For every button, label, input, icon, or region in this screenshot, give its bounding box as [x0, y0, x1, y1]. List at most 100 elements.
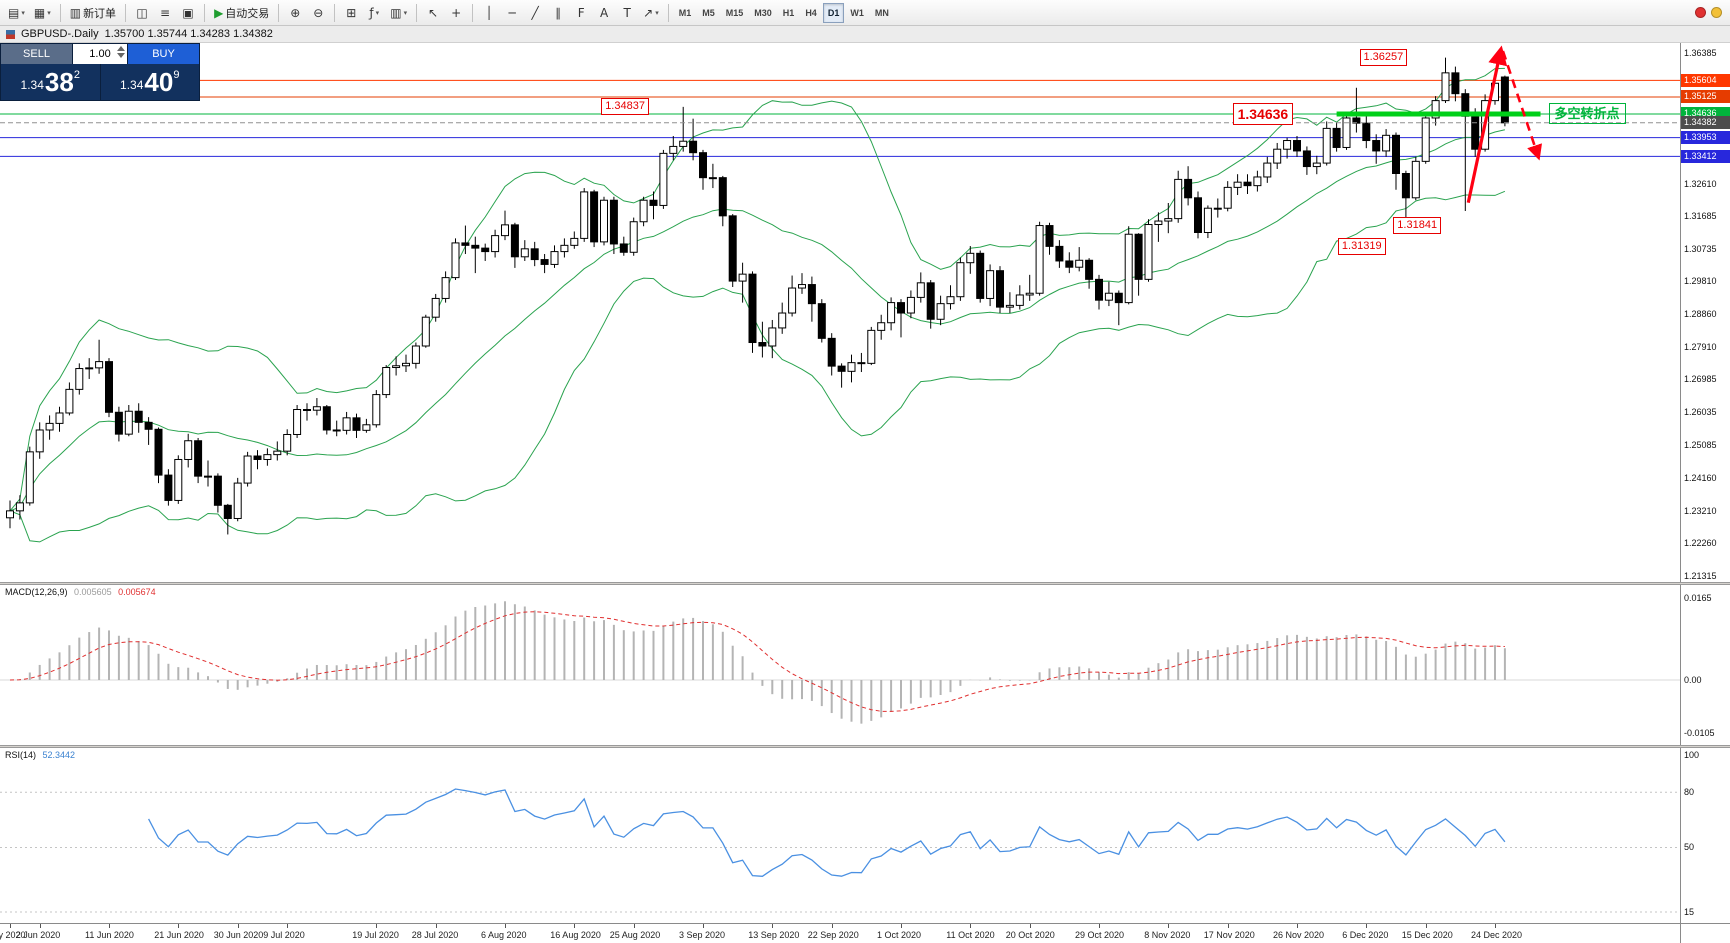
tile-windows-button[interactable]: ⊞ — [340, 2, 362, 24]
axis-corner — [1680, 924, 1730, 943]
bid-price: 1.34 38 2 — [1, 64, 101, 100]
new-order-button[interactable]: ▥ 新订单 — [66, 2, 120, 24]
notifications-icon[interactable] — [1695, 7, 1706, 18]
panel-separator[interactable] — [0, 582, 1730, 585]
date-axis-label: 15 Dec 2020 — [1401, 930, 1453, 940]
macd-scale-label: 0.00 — [1684, 675, 1702, 685]
timeframe-h1-button[interactable]: H1 — [778, 3, 800, 23]
rsi-chart-area[interactable]: RSI(14) 52.3442 — [0, 748, 1680, 923]
period-selector-button[interactable]: ▥ ▾ — [386, 2, 411, 24]
macd-signal-line — [9, 611, 1505, 712]
bollinger-middle-band — [9, 129, 1506, 512]
macd-chart-area[interactable]: MACD(12,26,9) 0.005605 0.005674 — [0, 585, 1680, 745]
price-chart-area[interactable]: SELL 1.00 BUY 1.34 38 2 — [0, 43, 1680, 582]
timeframe-m5-button[interactable]: M5 — [697, 3, 720, 23]
volume-stepper[interactable] — [117, 46, 125, 58]
chart-window-caption[interactable]: GBPUSD-.Daily 1.35700 1.35744 1.34283 1.… — [0, 26, 1730, 43]
price-scale-label: 1.30735 — [1684, 244, 1717, 255]
crosshair-button[interactable]: + — [445, 2, 467, 24]
new-chart-button[interactable]: ▤ ▾ — [4, 2, 29, 24]
price-scale[interactable]: 1.36385 1.32610 1.31685 1.30735 1.29810 1.288… — [1680, 43, 1730, 582]
horizontal-line-icon: ─ — [508, 5, 516, 20]
price-tag: 1.33953 — [1681, 131, 1730, 145]
chevron-down-icon: ▾ — [655, 8, 659, 17]
timeframe-m30-button[interactable]: M30 — [749, 3, 777, 23]
annotation-1-31841[interactable]: 1.31841 — [1393, 216, 1442, 234]
price-scale-label: 1.26985 — [1684, 374, 1717, 385]
timeframe-d1-button[interactable]: D1 — [822, 2, 845, 23]
autotrading-button[interactable]: ▶ 自动交易 — [210, 2, 273, 24]
chart-icon — [6, 29, 15, 39]
date-axis-tick — [1366, 924, 1368, 928]
chevron-down-icon: ▾ — [375, 8, 380, 17]
trendline-button[interactable]: ╱ — [524, 2, 546, 24]
zoom-out-icon: ⊖ — [313, 5, 324, 20]
projection-arrow-down[interactable] — [1501, 50, 1542, 161]
price-scale-label: 1.22260 — [1684, 538, 1717, 549]
toolbar-separator — [416, 3, 418, 22]
main-toolbar: ▤ ▾ ▦ ▾ ▥ 新订单 ◫ ≡ ▣ ▶ 自动交易 ⊕ ⊖ ⊞ ƒ ▾ ▥ ▾ ↖ + │ ─ ╱ ∥ F A T ↗ ▾ M1 M5 M1… — [0, 0, 1730, 26]
market-watch-button[interactable]: ◫ — [131, 2, 153, 24]
text-tool-icon: A — [600, 5, 609, 20]
turning-point-label[interactable]: 多空转折点 — [1548, 102, 1626, 124]
annotation-1-31319[interactable]: 1.31319 — [1337, 238, 1386, 256]
bid-point: 2 — [73, 69, 80, 81]
arrows-tool-button[interactable]: ↗ ▾ — [639, 2, 663, 24]
macd-scale[interactable]: 0.0165 0.00 -0.0105 — [1680, 585, 1730, 745]
text-tool-button[interactable]: A — [593, 2, 615, 24]
navigator-icon: ≡ — [160, 5, 171, 20]
date-axis-tick — [237, 924, 239, 928]
timeframe-h4-button[interactable]: H4 — [800, 3, 822, 23]
date-axis-label: 19 Jul 2020 — [352, 930, 399, 940]
rsi-svg — [0, 788, 1680, 913]
rsi-scale-label: 100 — [1684, 750, 1700, 761]
terminal-button[interactable]: ▣ — [177, 2, 199, 24]
date-axis-tick — [1297, 924, 1298, 928]
volume-field[interactable]: 1.00 — [73, 44, 127, 64]
date-axis-tick — [633, 924, 635, 928]
horizontal-line-button[interactable]: ─ — [501, 2, 523, 24]
zoom-out-button[interactable]: ⊖ — [307, 2, 329, 24]
sell-button[interactable]: SELL — [1, 44, 73, 64]
date-axis-label: May 2020 — [0, 930, 26, 940]
annotation-1-34636[interactable]: 1.34636 — [1232, 102, 1294, 125]
timeframe-mn-button[interactable]: MN — [870, 3, 894, 23]
equidistant-channel-icon: ∥ — [555, 5, 562, 20]
fibonacci-retracement-button[interactable]: F — [570, 2, 592, 24]
autotrading-label: 自动交易 — [225, 7, 270, 20]
timeframe-m1-button[interactable]: M1 — [674, 3, 697, 23]
bollinger-upper-band — [9, 67, 1505, 512]
buy-button[interactable]: BUY — [127, 44, 199, 64]
date-axis-tick — [970, 924, 972, 928]
projection-arrow-up[interactable] — [1466, 45, 1508, 203]
date-axis-label: 1 Oct 2020 — [877, 930, 922, 940]
macd-scale-label: 0.0165 — [1684, 592, 1712, 603]
date-axis-tick — [574, 924, 576, 928]
date-axis-tick — [1168, 924, 1170, 928]
timeframe-m15-button[interactable]: M15 — [721, 3, 749, 23]
equidistant-channel-button[interactable]: ∥ — [547, 2, 569, 24]
date-axis-label: 16 Aug 2020 — [550, 930, 601, 940]
timeframe-w1-button[interactable]: W1 — [845, 3, 869, 23]
cursor-button[interactable]: ↖ — [422, 2, 444, 24]
date-axis-label: 25 Aug 2020 — [609, 930, 661, 940]
volume-down-icon[interactable] — [117, 53, 125, 58]
annotation-1-34837[interactable]: 1.34837 — [601, 97, 649, 115]
zoom-in-button[interactable]: ⊕ — [284, 2, 306, 24]
community-icon[interactable] — [1711, 7, 1722, 18]
navigator-button[interactable]: ≡ — [154, 2, 176, 24]
vertical-line-button[interactable]: │ — [478, 2, 500, 24]
price-scale-label: 1.26035 — [1684, 407, 1717, 418]
panel-separator[interactable] — [0, 745, 1730, 748]
price-scale-label: 1.32610 — [1684, 179, 1717, 190]
rsi-scale[interactable]: 100 80 50 15 — [1680, 748, 1730, 923]
profiles-button[interactable]: ▦ ▾ — [30, 2, 55, 24]
indicators-button[interactable]: ƒ ▾ — [363, 2, 385, 24]
label-tool-button[interactable]: T — [616, 2, 638, 24]
date-axis-tick — [1029, 924, 1031, 928]
annotation-1-36257[interactable]: 1.36257 — [1359, 48, 1408, 66]
volume-up-icon[interactable] — [117, 46, 125, 51]
